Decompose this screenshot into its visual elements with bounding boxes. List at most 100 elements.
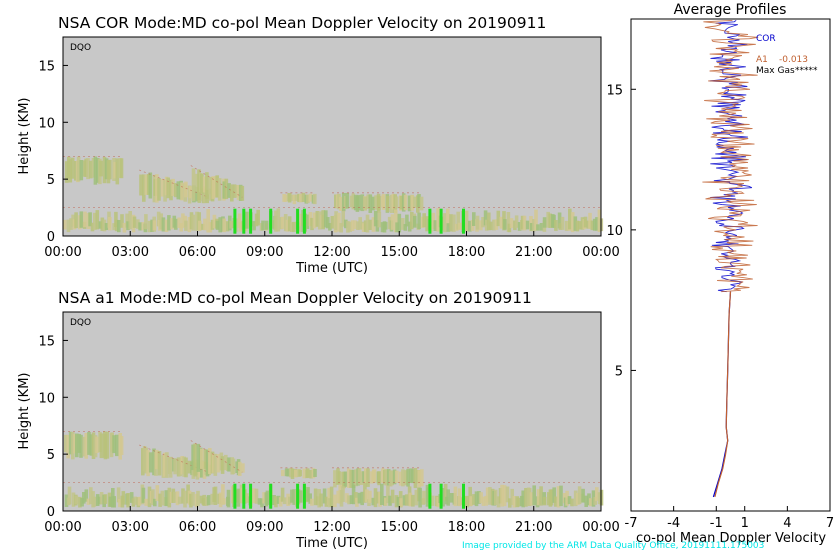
- cloud-cell: [63, 219, 67, 230]
- cloud-cell: [292, 489, 296, 505]
- cloud-cell: [394, 196, 399, 209]
- cloud-cell: [339, 196, 343, 211]
- cloud-cell: [446, 223, 451, 232]
- cloud-cell: [341, 193, 346, 212]
- cloud-layer: [63, 430, 124, 460]
- x-tick-label: 12:00: [313, 245, 350, 260]
- panel-title: NSA COR Mode:MD co-pol Mean Doppler Velo…: [58, 14, 546, 32]
- cloud-cell: [317, 489, 321, 508]
- cloud-cell: [475, 215, 480, 230]
- cloud-cell: [195, 211, 199, 231]
- cloud-cell: [351, 193, 356, 210]
- cloud-cell: [517, 222, 522, 231]
- cloud-cell: [160, 490, 165, 506]
- cloud-cell: [364, 468, 368, 484]
- cloud-cell: [360, 491, 364, 506]
- cloud-cell: [568, 208, 572, 230]
- cloud-cell: [345, 192, 350, 209]
- cloud-cell: [580, 217, 585, 230]
- cloud-cell: [457, 222, 462, 230]
- cloud-cell: [155, 174, 159, 203]
- cloud-cell: [193, 443, 197, 477]
- profile-plot-area: [631, 19, 830, 511]
- cloud-cell: [132, 216, 137, 228]
- cloud-cell: [469, 496, 473, 506]
- cloud-cell: [203, 449, 208, 469]
- cloud-cell: [180, 456, 184, 475]
- cloud-cell: [147, 220, 152, 233]
- x-tick-label: 4: [783, 516, 791, 531]
- y-tick-label: 0: [47, 505, 55, 520]
- precip-column: [242, 208, 246, 234]
- cloud-cell: [588, 212, 592, 229]
- cloud-cell: [211, 176, 216, 199]
- precip-column: [462, 208, 465, 234]
- cloud-cell: [68, 159, 73, 183]
- cloud-cell: [125, 213, 129, 228]
- cloud-cell: [254, 488, 259, 504]
- cloud-cell: [341, 486, 345, 502]
- cloud-cell: [88, 212, 92, 227]
- cloud-cell: [349, 495, 354, 504]
- cloud-cell: [191, 168, 196, 201]
- cloud-cell: [418, 487, 422, 508]
- cloud-cell: [505, 486, 510, 503]
- cloud-cell: [404, 470, 408, 486]
- cloud-cell: [289, 222, 294, 232]
- cloud-cell: [276, 495, 281, 504]
- cloud-cell: [191, 492, 195, 506]
- y-tick-label: 5: [615, 364, 623, 379]
- y-tick-label: 10: [38, 391, 55, 406]
- precip-column: [269, 483, 273, 509]
- cloud-cell: [203, 218, 207, 231]
- x-axis-ticks: 00:00 03:00 06:00 09:00 12:00 15:00 18:00 21:00…: [44, 231, 620, 260]
- cloud-cell: [114, 219, 119, 232]
- plot-area: [63, 37, 601, 236]
- cloud-cell: [188, 186, 193, 199]
- cloud-cell: [452, 214, 456, 232]
- cloud-cell: [305, 468, 310, 478]
- cloud-cell: [402, 495, 407, 506]
- cloud-cell: [95, 494, 100, 506]
- cloud-cell: [82, 436, 86, 457]
- cloud-cell: [206, 209, 210, 233]
- cloud-cell: [262, 492, 266, 504]
- cloud-cell: [542, 496, 547, 506]
- cloud-cell: [102, 219, 107, 232]
- cloud-cell: [308, 493, 312, 504]
- cloud-cell: [294, 469, 298, 478]
- cloud-cell: [99, 433, 104, 459]
- heatmap-panel-cor: NSA COR Mode:MD co-pol Mean Doppler Velo…: [17, 14, 620, 276]
- cloud-cell: [210, 493, 214, 505]
- profile-line: [714, 291, 732, 498]
- cloud-cell: [363, 483, 367, 503]
- cloud-layer-group: [63, 430, 604, 508]
- cloud-cell: [241, 463, 245, 473]
- cloud-cell: [292, 194, 297, 205]
- cloud-cell: [408, 492, 413, 507]
- cloud-cell: [577, 486, 582, 505]
- cloud-cell: [583, 216, 588, 228]
- cloud-cell: [474, 491, 479, 507]
- cloud-cell: [150, 219, 154, 232]
- cloud-cell: [430, 495, 435, 506]
- cloud-cell: [371, 217, 376, 232]
- cloud-cell: [195, 173, 199, 192]
- cloud-cell: [116, 487, 121, 503]
- cloud-cell: [152, 448, 156, 476]
- cloud-cell: [298, 490, 303, 503]
- cloud-cell: [112, 435, 116, 454]
- y-tick-label: 10: [606, 224, 623, 239]
- cloud-cell: [208, 188, 213, 201]
- cloud-cell: [251, 488, 256, 504]
- cloud-cell: [417, 194, 421, 208]
- cloud-cell: [294, 194, 299, 201]
- cloud-cell: [368, 490, 372, 503]
- cloud-cell: [487, 212, 491, 231]
- cloud-cell: [539, 223, 544, 231]
- cloud-cell: [139, 174, 143, 196]
- cloud-cell: [384, 469, 388, 486]
- cloud-cell: [509, 218, 514, 229]
- cloud-cell: [417, 470, 422, 488]
- cloud-cell: [456, 211, 460, 230]
